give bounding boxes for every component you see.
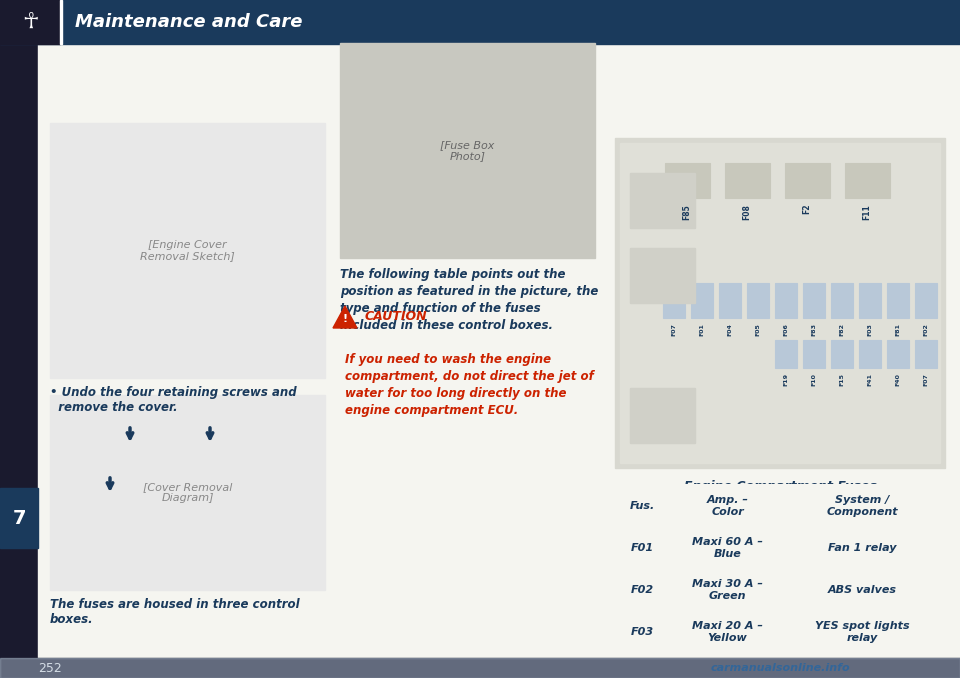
Bar (887, 283, 909, 318)
Bar (719, 283, 741, 318)
Text: F40: F40 (896, 373, 900, 386)
Polygon shape (333, 306, 357, 328)
Bar (785, 485, 940, 527)
Bar (887, 340, 909, 368)
Text: F41: F41 (868, 373, 873, 386)
Text: F83: F83 (811, 323, 817, 336)
Text: Maxi 30 A –
Green: Maxi 30 A – Green (692, 579, 763, 601)
Text: Fus.: Fus. (630, 501, 655, 511)
Text: F2: F2 (803, 204, 811, 214)
Bar (803, 340, 825, 368)
Bar (845, 163, 890, 198)
Bar (859, 340, 881, 368)
Text: Maxi 20 A –
Yellow: Maxi 20 A – Yellow (692, 621, 763, 643)
Text: carmanualsonline.info: carmanualsonline.info (710, 663, 850, 673)
Text: 7: 7 (12, 508, 26, 527)
Bar (859, 283, 881, 318)
Text: ☥: ☥ (22, 12, 38, 32)
Bar (615, 527, 670, 569)
Text: F82: F82 (839, 323, 845, 336)
Bar (725, 163, 770, 198)
Bar (615, 485, 670, 527)
Bar (50, 395, 325, 590)
Bar (615, 569, 670, 611)
Bar (785, 163, 830, 198)
Bar (50, 123, 325, 378)
Text: F02: F02 (631, 585, 654, 595)
Text: F03: F03 (631, 627, 654, 637)
Bar (670, 569, 785, 611)
Text: F01: F01 (700, 323, 705, 336)
Text: CAUTION: CAUTION (365, 311, 427, 323)
Text: !: ! (343, 314, 348, 324)
Bar (0, 658, 960, 678)
Bar (785, 611, 940, 653)
Text: • Undo the four retaining screws and
  remove the cover.: • Undo the four retaining screws and rem… (50, 386, 297, 414)
Text: F03: F03 (868, 323, 873, 336)
Bar (691, 283, 713, 318)
Bar (803, 283, 825, 318)
Text: F85: F85 (683, 204, 691, 220)
Bar (615, 138, 945, 468)
Text: F07: F07 (671, 323, 677, 336)
Bar (630, 173, 695, 228)
Text: Maxi 60 A –
Blue: Maxi 60 A – Blue (692, 537, 763, 559)
Text: [Cover Removal
Diagram]: [Cover Removal Diagram] (143, 481, 232, 503)
Text: 252: 252 (38, 662, 61, 675)
Bar (335, 298, 600, 468)
Text: The following table points out the
position as featured in the picture, the
type: The following table points out the posit… (340, 268, 598, 332)
Bar (60, 0, 62, 44)
Bar (831, 340, 853, 368)
Text: [Fuse Box
Photo]: [Fuse Box Photo] (441, 140, 494, 161)
Bar (0, 0, 60, 44)
Text: F81: F81 (896, 323, 900, 336)
Bar (0, 658, 960, 678)
Text: F01: F01 (631, 543, 654, 553)
Bar (831, 283, 853, 318)
Text: Amp. –
Color: Amp. – Color (707, 495, 749, 517)
Bar (915, 283, 937, 318)
Bar (775, 340, 797, 368)
Text: F11: F11 (862, 204, 872, 220)
Text: The fuses are housed in three control
boxes.: The fuses are housed in three control bo… (50, 598, 300, 626)
Text: F10: F10 (811, 373, 817, 386)
Text: F02: F02 (924, 323, 928, 336)
Bar (670, 611, 785, 653)
Bar (747, 283, 769, 318)
Text: If you need to wash the engine
compartment, do not direct the jet of
water for t: If you need to wash the engine compartme… (345, 353, 593, 417)
Bar (615, 485, 945, 653)
Text: F04: F04 (728, 323, 732, 336)
Bar (665, 163, 710, 198)
Text: ABS valves: ABS valves (828, 585, 897, 595)
Text: F06: F06 (783, 323, 788, 336)
Bar (340, 43, 595, 258)
Text: Fan 1 relay: Fan 1 relay (828, 543, 897, 553)
Bar (630, 248, 695, 303)
Bar (775, 283, 797, 318)
Bar (670, 527, 785, 569)
Bar (785, 527, 940, 569)
Bar (615, 611, 670, 653)
Text: YES spot lights
relay: YES spot lights relay (815, 621, 910, 643)
Text: [Engine Cover
Removal Sketch]: [Engine Cover Removal Sketch] (140, 240, 235, 261)
Text: F15: F15 (839, 373, 845, 386)
Bar (620, 143, 940, 463)
Text: F05: F05 (756, 323, 760, 336)
Bar (785, 569, 940, 611)
Text: F07: F07 (924, 373, 928, 386)
Bar (670, 485, 785, 527)
Text: Maintenance and Care: Maintenance and Care (75, 13, 302, 31)
Text: F19: F19 (783, 373, 788, 386)
Text: System /
Component: System / Component (827, 495, 899, 517)
Bar (0, 488, 38, 548)
Bar (915, 340, 937, 368)
Bar (663, 283, 685, 318)
Text: F08: F08 (742, 204, 752, 220)
Bar (630, 388, 695, 443)
Text: Engine Compartment Fuses: Engine Compartment Fuses (684, 480, 876, 493)
Bar (0, 0, 960, 44)
